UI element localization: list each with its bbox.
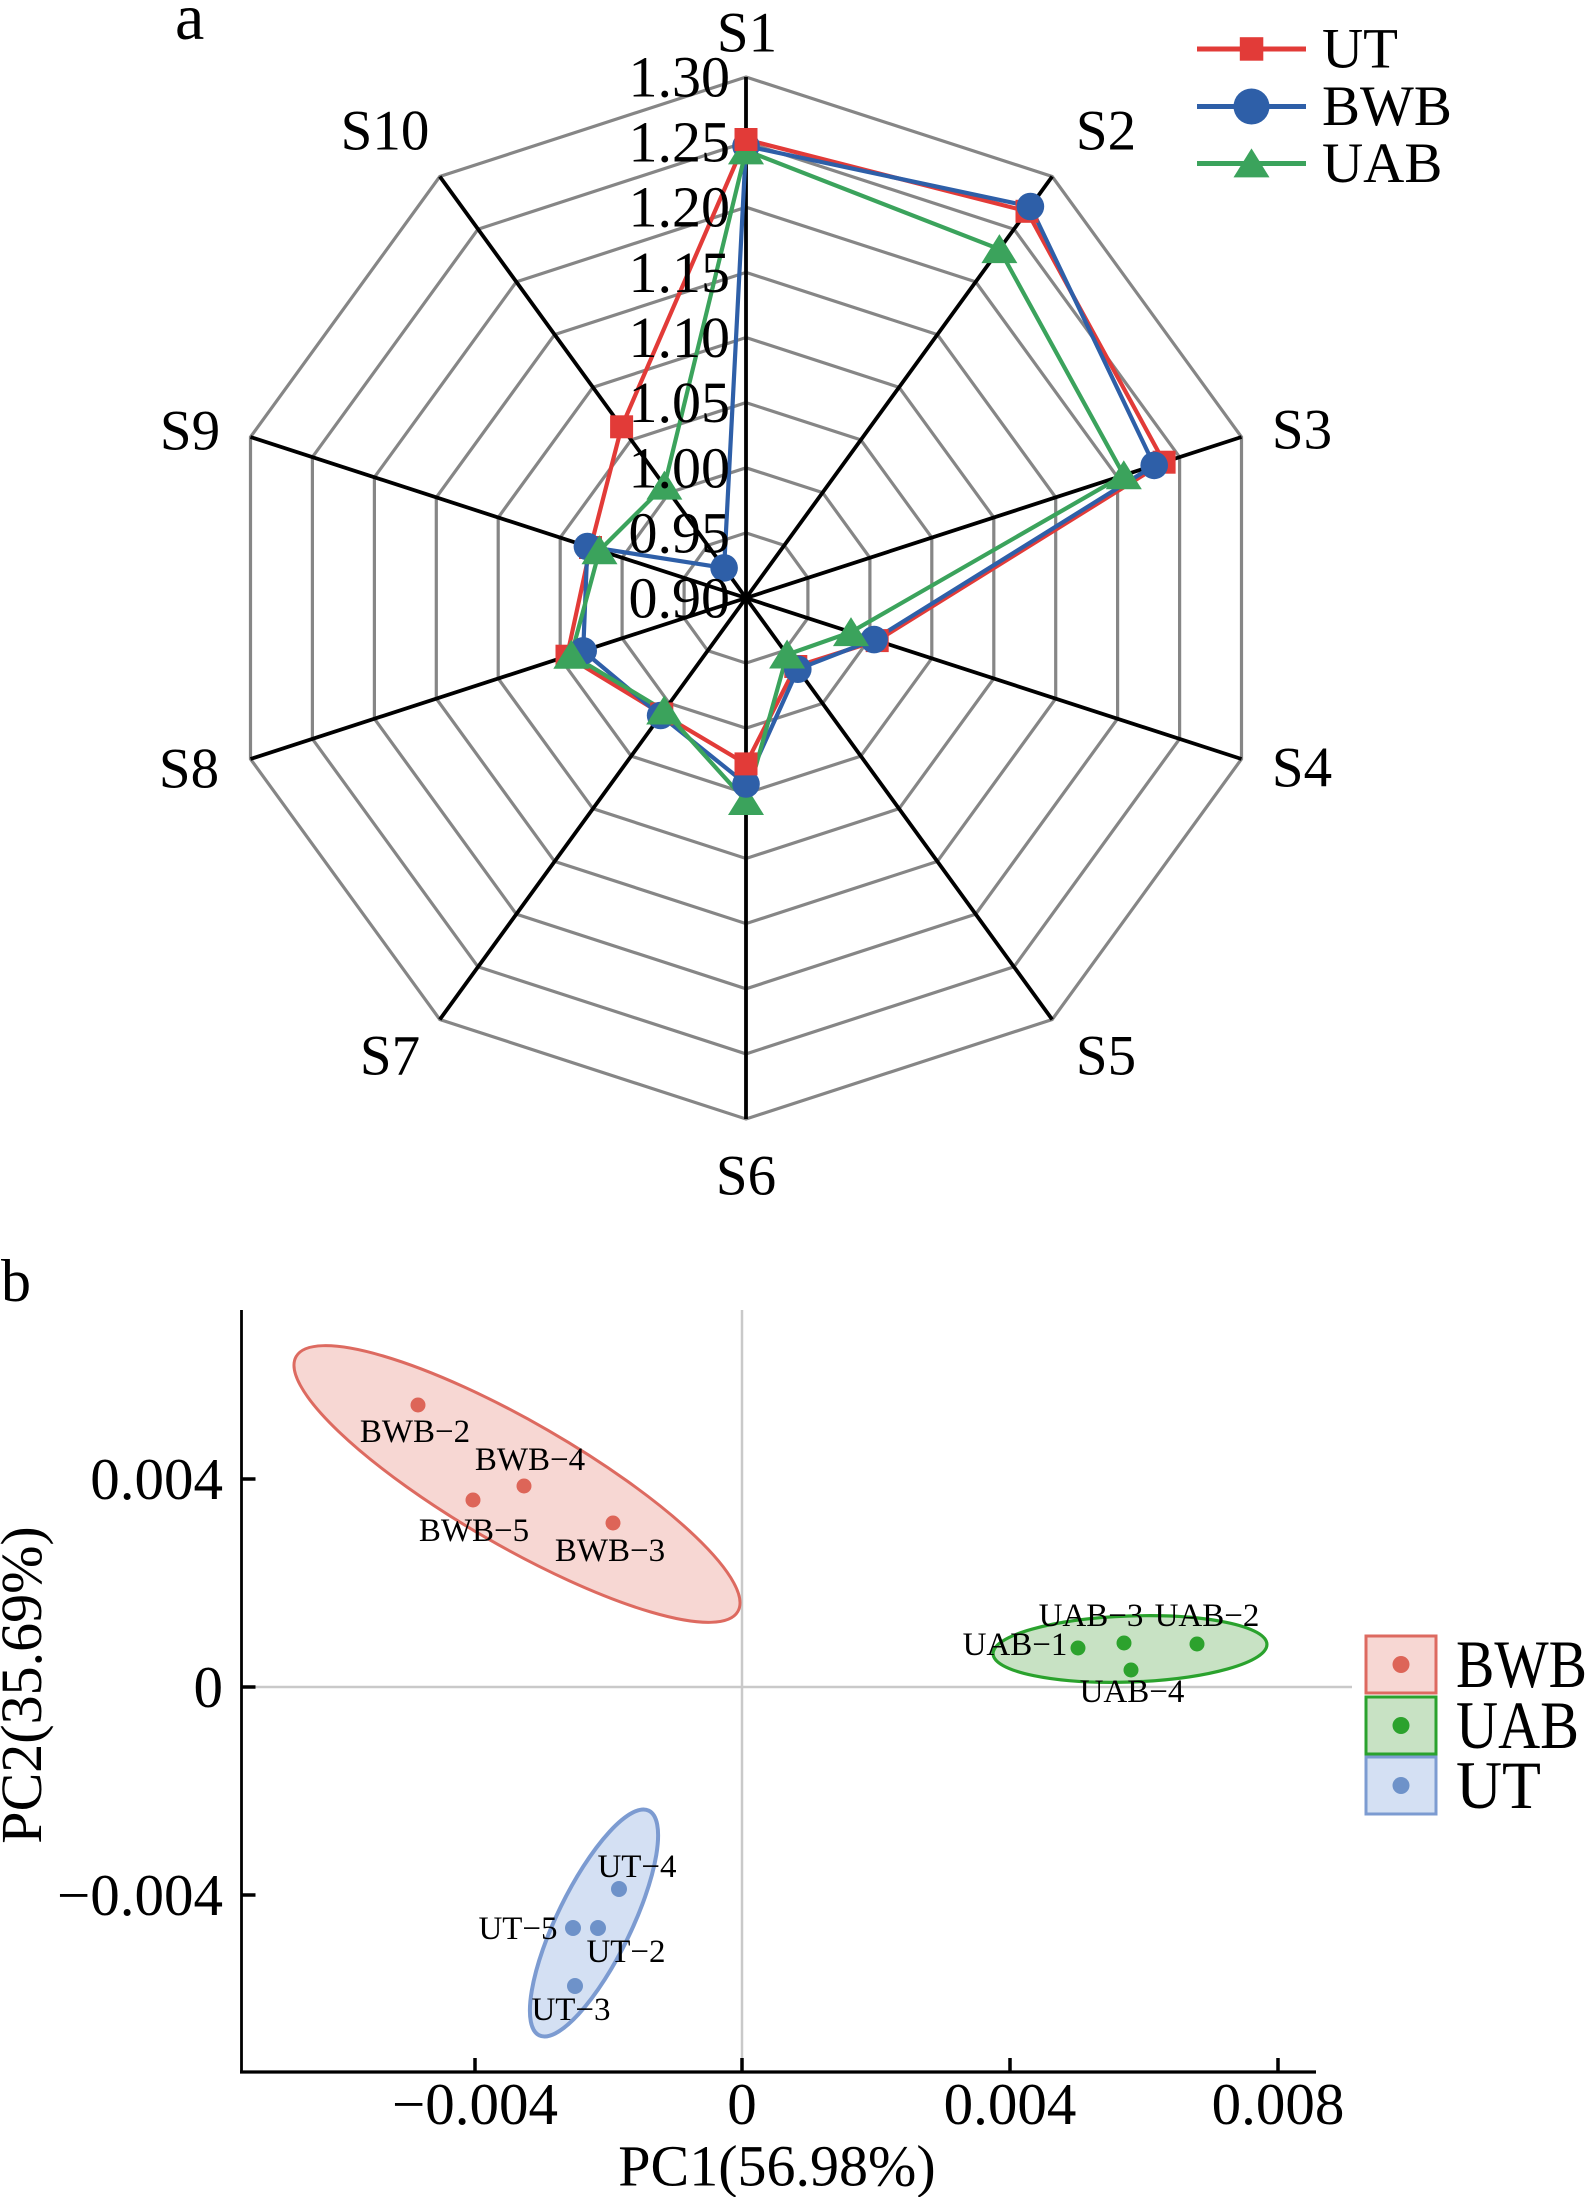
svg-text:BWB: BWB: [1456, 1626, 1587, 1702]
svg-text:BWB−4: BWB−4: [475, 1442, 585, 1478]
svg-text:BWB−2: BWB−2: [360, 1414, 470, 1450]
svg-text:UT−4: UT−4: [597, 1849, 676, 1885]
svg-text:S2: S2: [1076, 100, 1136, 163]
svg-text:1.25: 1.25: [629, 110, 731, 175]
svg-text:0.004: 0.004: [944, 2071, 1077, 2137]
svg-text:UAB: UAB: [1456, 1687, 1579, 1763]
svg-text:UAB−4: UAB−4: [1080, 1674, 1185, 1710]
svg-text:1.05: 1.05: [629, 370, 731, 435]
svg-text:UAB−2: UAB−2: [1155, 1598, 1260, 1634]
svg-text:BWB: BWB: [1322, 75, 1452, 138]
svg-text:BWB−5: BWB−5: [419, 1513, 529, 1549]
svg-text:1.30: 1.30: [629, 45, 731, 110]
svg-text:S5: S5: [1076, 1025, 1136, 1088]
svg-text:−0.004: −0.004: [392, 2071, 558, 2137]
svg-text:0: 0: [727, 2071, 757, 2137]
svg-text:S4: S4: [1272, 737, 1332, 800]
svg-text:UAB−1: UAB−1: [963, 1627, 1068, 1663]
svg-text:−0.004: −0.004: [57, 1862, 223, 1928]
svg-text:1.10: 1.10: [629, 305, 731, 370]
svg-text:0.004: 0.004: [90, 1446, 223, 1512]
svg-text:UT−5: UT−5: [478, 1911, 557, 1947]
svg-text:PC2(35.69%): PC2(35.69%): [0, 1526, 54, 1843]
svg-text:UT: UT: [1456, 1747, 1541, 1823]
svg-text:S8: S8: [159, 738, 219, 801]
svg-text:S6: S6: [716, 1145, 776, 1208]
svg-text:UAB: UAB: [1322, 132, 1442, 195]
svg-text:1.15: 1.15: [629, 240, 731, 305]
svg-text:1.00: 1.00: [629, 435, 731, 500]
svg-text:S10: S10: [341, 100, 430, 163]
svg-text:S7: S7: [360, 1025, 420, 1088]
svg-text:0.90: 0.90: [629, 566, 731, 631]
svg-text:UT: UT: [1322, 18, 1398, 81]
svg-text:PC1(56.98%): PC1(56.98%): [618, 2134, 935, 2198]
svg-text:S3: S3: [1272, 399, 1332, 462]
svg-text:UT−3: UT−3: [531, 1992, 610, 2028]
svg-text:0.95: 0.95: [629, 500, 731, 565]
svg-text:b: b: [1, 1248, 31, 1314]
svg-text:UT−2: UT−2: [586, 1934, 665, 1970]
svg-text:0.008: 0.008: [1212, 2071, 1345, 2137]
svg-text:UAB−3: UAB−3: [1039, 1598, 1144, 1634]
svg-text:S9: S9: [160, 400, 220, 463]
svg-text:BWB−3: BWB−3: [555, 1533, 665, 1569]
svg-text:a: a: [175, 0, 204, 54]
svg-text:0: 0: [194, 1654, 224, 1720]
svg-text:1.20: 1.20: [629, 175, 731, 240]
svg-text:S1: S1: [717, 2, 777, 65]
